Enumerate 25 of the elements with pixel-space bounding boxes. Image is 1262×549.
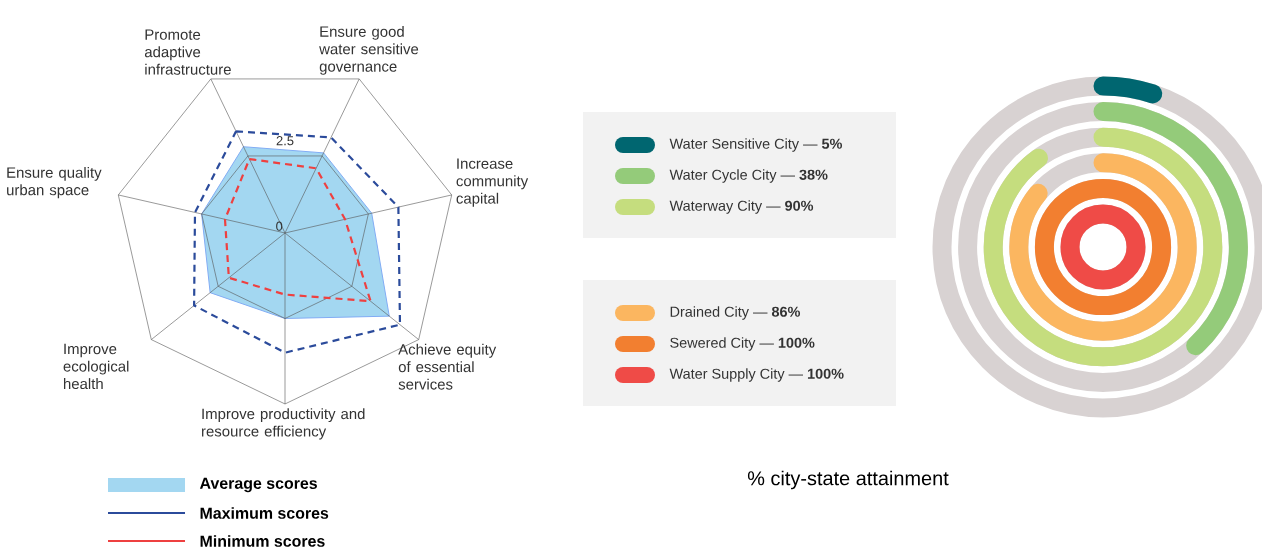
spoke-label: Ensure good water sensitive governance xyxy=(319,25,419,75)
spoke-label: Increase community capital xyxy=(456,158,529,207)
y-tick-label: 2.5 xyxy=(276,136,294,146)
data-label: — 38% xyxy=(780,169,828,180)
category-label: Water Sensitive City xyxy=(669,138,799,152)
legend-label: Average scores xyxy=(199,477,317,493)
legend-label: Minimum scores xyxy=(200,535,325,547)
data-label: — 5% xyxy=(803,138,843,149)
data-label: — 90% xyxy=(766,200,814,211)
category-label: Water Cycle City xyxy=(669,169,777,183)
legend-label: Maximum scores xyxy=(200,507,329,519)
data-label: — 100% xyxy=(759,337,815,348)
spoke-label: Improve productivity and resource efficiency xyxy=(201,408,365,440)
spoke-label: Improve ecological health xyxy=(63,343,129,390)
data-label: — 86% xyxy=(753,306,801,317)
category-label: Sewered City xyxy=(670,337,756,351)
spoke-label: Ensure quality urban space xyxy=(7,166,102,199)
spoke-label: Achieve equity of essential services xyxy=(398,343,497,390)
category-label: Drained City xyxy=(670,306,749,320)
y-tick-label: 0 xyxy=(276,221,283,231)
data-label: — 100% xyxy=(788,368,844,379)
text: % city-state attainment xyxy=(747,470,949,490)
spoke-label: Promote adaptive infrastructure xyxy=(144,29,231,75)
category-label: Waterway City xyxy=(669,200,763,214)
category-label: Water Supply City xyxy=(669,368,785,382)
